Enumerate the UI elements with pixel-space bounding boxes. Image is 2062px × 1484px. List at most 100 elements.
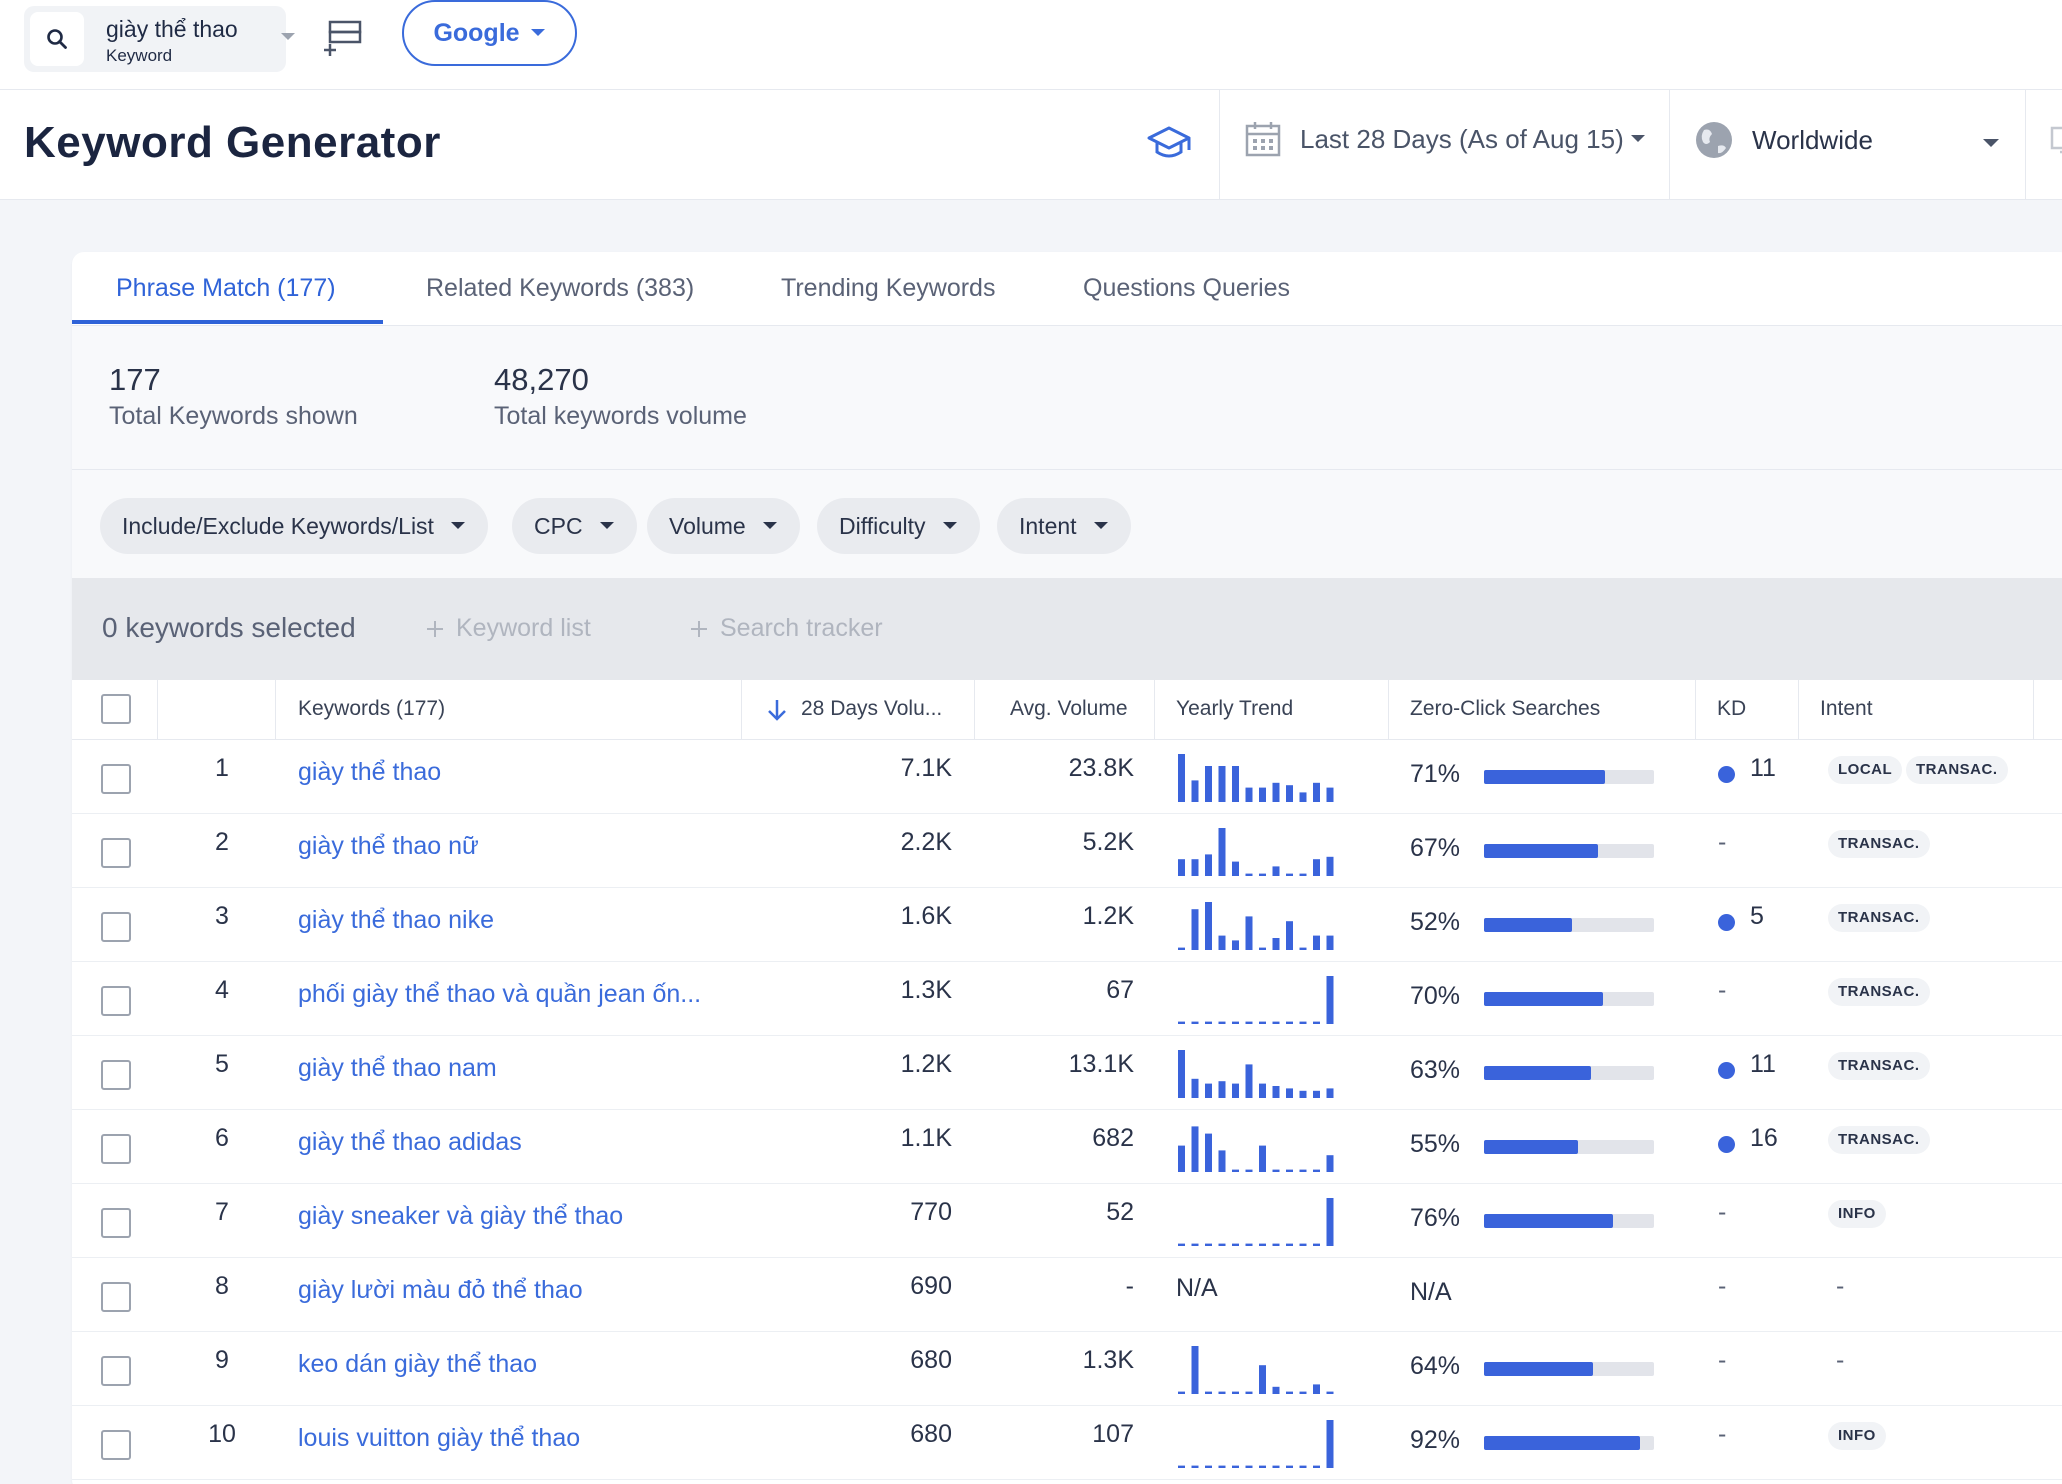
academy-icon[interactable] [1146, 124, 1192, 164]
keyword-link[interactable]: phối giày thể thao và quần jean ốn... [298, 980, 702, 1008]
row-checkbox[interactable] [101, 912, 131, 942]
row-rank: 7 [215, 1198, 229, 1226]
trend-bar [1232, 1169, 1239, 1172]
location-selector[interactable]: Worldwide [1694, 120, 1873, 160]
tab-phrase-match[interactable]: Phrase Match (177) [116, 274, 336, 302]
days-volume: 690 [910, 1272, 952, 1300]
table-row[interactable]: 8 giày lười màu đỏ thể thao 690 - N/A N/A - - [72, 1258, 2062, 1332]
add-keyword-list-button[interactable]: Keyword list [426, 614, 591, 643]
yearly-trend-sparkline [1178, 1420, 1334, 1468]
zero-click-value: 55% [1410, 1130, 1461, 1158]
select-all-checkbox[interactable] [101, 694, 131, 724]
filter-volume[interactable]: Volume [647, 498, 800, 554]
table-row[interactable]: 10 louis vuitton giày thể thao 680 107 92% - I… [72, 1406, 2062, 1480]
row-checkbox[interactable] [101, 838, 131, 868]
trend-bar [1218, 1150, 1226, 1172]
trend-bar [1299, 947, 1307, 950]
row-checkbox[interactable] [101, 1282, 131, 1312]
days-volume: 1.1K [900, 1124, 952, 1152]
trend-bar [1245, 1391, 1253, 1394]
table-row[interactable]: 3 giày thể thao nike 1.6K 1.2K 52% 5 TRANSAC. [72, 888, 2062, 962]
kd-value: 16 [1750, 1124, 1778, 1152]
trend-bar [1232, 1391, 1239, 1394]
trend-bar [1205, 902, 1212, 950]
yearly-trend-sparkline [1178, 1126, 1334, 1172]
zero-click-value: 63% [1410, 1056, 1461, 1084]
header-28-days-volume[interactable]: 28 Days Volu... [801, 697, 943, 720]
keyword-link[interactable]: giày lười màu đỏ thể thao [298, 1276, 583, 1304]
table-row[interactable]: 2 giày thể thao nữ 2.2K 5.2K 67% - TRANSAC. [72, 814, 2062, 888]
trend-bar [1313, 782, 1320, 802]
filter-difficulty[interactable]: Difficulty [817, 498, 980, 554]
table-row[interactable]: 6 giày thể thao adidas 1.1K 682 55% 16 TRANSAC… [72, 1110, 2062, 1184]
tab-questions-queries[interactable]: Questions Queries [1083, 274, 1291, 302]
row-checkbox[interactable] [101, 1060, 131, 1090]
kd-indicator [1718, 1062, 1735, 1079]
days-volume: 680 [910, 1420, 952, 1448]
header-intent[interactable]: Intent [1820, 697, 1873, 720]
tab-related-keywords[interactable]: Related Keywords (383) [426, 274, 695, 302]
table-row[interactable]: 5 giày thể thao nam 1.2K 13.1K 63% 11 TRANSAC. [72, 1036, 2062, 1110]
row-checkbox[interactable] [101, 1356, 131, 1386]
add-search-tracker-button[interactable]: Search tracker [690, 614, 883, 643]
filter-cpc[interactable]: CPC [512, 498, 637, 554]
compare-icon[interactable] [322, 14, 366, 58]
sort-desc-icon[interactable] [766, 698, 788, 722]
trend-bar [1191, 909, 1199, 950]
search-button[interactable] [30, 12, 84, 66]
column-divider [1695, 680, 1696, 740]
keyword-type: Keyword [106, 46, 173, 65]
trend-bar [1232, 1243, 1239, 1246]
chevron-down-icon [281, 33, 295, 40]
header-avg-volume[interactable]: Avg. Volume [1010, 697, 1128, 720]
trend-bar [1205, 766, 1212, 802]
trend-bar [1218, 1391, 1226, 1394]
row-checkbox[interactable] [101, 986, 131, 1016]
row-checkbox[interactable] [101, 1208, 131, 1238]
kd-value: 11 [1750, 1050, 1776, 1078]
search-engine-button[interactable]: Google [402, 0, 577, 66]
trend-bar [1313, 1243, 1320, 1246]
kd-value: - [1718, 976, 1727, 1004]
table-row[interactable]: 1 giày thể thao 7.1K 23.8K 71% 11 LOCAL TRANSAC… [72, 740, 2062, 814]
header-kd[interactable]: KD [1717, 697, 1747, 720]
row-checkbox[interactable] [101, 1430, 131, 1460]
table-row[interactable]: 7 giày sneaker và giày thể thao 770 52 76% - I… [72, 1184, 2062, 1258]
chevron-down-icon[interactable] [1982, 138, 2000, 149]
row-checkbox[interactable] [101, 1134, 131, 1164]
date-range-label: Last 28 Days (As of Aug 15) [1300, 123, 1624, 154]
chevron-down-icon [762, 522, 777, 529]
trend-bar [1272, 866, 1280, 876]
trend-bar [1245, 916, 1253, 950]
keyword-link[interactable]: louis vuitton giày thể thao [298, 1424, 581, 1452]
keyword-link[interactable]: giày thể thao adidas [298, 1128, 522, 1156]
trend-bar [1272, 1086, 1280, 1098]
keyword-link[interactable]: giày thể thao nữ [298, 832, 479, 860]
volume-total-label: Total keywords volume [494, 402, 747, 430]
zero-click-bar-fill [1484, 1066, 1592, 1080]
keyword-link[interactable]: giày thể thao nam [298, 1054, 497, 1082]
intent-badge: TRANSAC. [1828, 904, 1930, 932]
filter-include-exclude[interactable]: Include/Exclude Keywords/List [100, 498, 488, 554]
trend-bar [1299, 1391, 1307, 1394]
keyword-link[interactable]: giày thể thao [298, 758, 442, 786]
zero-click-bar-fill [1484, 1214, 1614, 1228]
keyword-selector[interactable]: giày thể thao Keyword [24, 6, 295, 72]
trend-bar [1259, 787, 1266, 802]
keyword-link[interactable]: giày thể thao nike [298, 906, 494, 934]
trend-bar [1178, 1465, 1185, 1468]
zero-click-bar-fill [1484, 844, 1598, 858]
header-keywords[interactable]: Keywords (177) [298, 697, 446, 720]
keyword-link[interactable]: giày sneaker và giày thể thao [298, 1202, 624, 1230]
trend-bar [1326, 935, 1334, 950]
table-row[interactable]: 4 phối giày thể thao và quần jean ốn... 1.… [72, 962, 2062, 1036]
row-checkbox[interactable] [101, 764, 131, 794]
tab-trending-keywords[interactable]: Trending Keywords [781, 274, 996, 302]
monitor-icon[interactable] [2050, 124, 2062, 160]
filter-label: CPC [534, 512, 583, 539]
filter-intent[interactable]: Intent [997, 498, 1131, 554]
header-zero-click[interactable]: Zero-Click Searches [1410, 697, 1601, 720]
table-row[interactable]: 9 keo dán giày thể thao 680 1.3K 64% - - [72, 1332, 2062, 1406]
date-range-selector[interactable]: Last 28 Days (As of Aug 15) [1244, 120, 1646, 158]
keyword-link[interactable]: keo dán giày thể thao [298, 1350, 538, 1378]
